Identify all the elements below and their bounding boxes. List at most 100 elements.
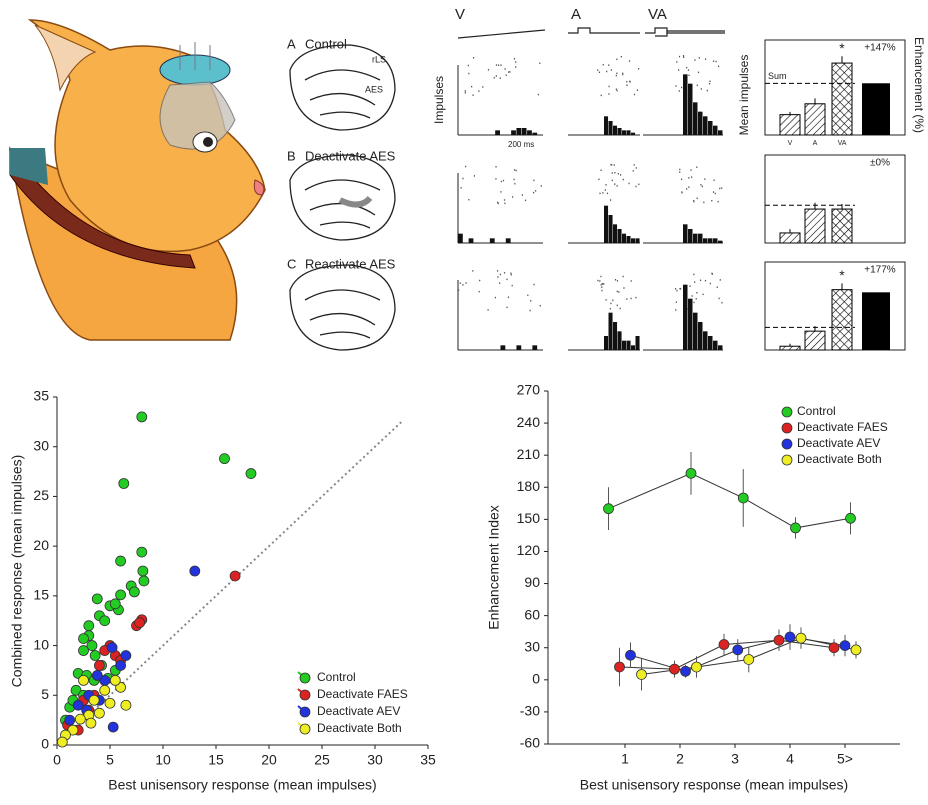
data-point bbox=[773, 634, 785, 646]
histogram-bar bbox=[608, 312, 613, 350]
raster-spike bbox=[681, 191, 683, 193]
raster-spike bbox=[679, 171, 681, 173]
raster-spike bbox=[609, 307, 611, 310]
x-tick-label: 35 bbox=[420, 752, 436, 768]
stimulus-traces bbox=[457, 27, 725, 39]
raster-spike bbox=[500, 191, 502, 193]
raster-spike bbox=[615, 74, 617, 77]
raster-spike bbox=[494, 296, 496, 299]
data-point bbox=[784, 631, 796, 643]
x-tick-label: 30 bbox=[367, 752, 383, 768]
raster-spike bbox=[718, 65, 720, 68]
raster-spike bbox=[608, 64, 610, 66]
raster-spike bbox=[626, 84, 628, 86]
scatter-point bbox=[67, 724, 79, 736]
legend-label: Deactivate Both bbox=[317, 721, 402, 735]
raster-spike bbox=[521, 194, 524, 196]
raster-spike bbox=[495, 64, 498, 66]
raster-spike bbox=[504, 202, 506, 205]
raster-spike bbox=[601, 289, 603, 292]
raster-spike bbox=[602, 63, 604, 66]
raster-spike bbox=[616, 58, 618, 61]
histogram-bar bbox=[604, 336, 609, 350]
scatter-point bbox=[99, 684, 111, 696]
raster-spike bbox=[616, 185, 618, 187]
raster-spike bbox=[696, 197, 698, 200]
x-axis-label: Best unisensory response (mean impulses) bbox=[108, 777, 376, 793]
x-tick-label: 20 bbox=[261, 752, 277, 768]
raster-spike bbox=[697, 71, 700, 74]
raster-spike bbox=[496, 270, 499, 272]
significance-marker: * bbox=[839, 40, 845, 56]
histogram-bar bbox=[698, 233, 703, 243]
raster-spike bbox=[515, 169, 517, 172]
raster-spike bbox=[693, 301, 695, 304]
raster-spike bbox=[464, 90, 466, 92]
raster-spike bbox=[472, 57, 475, 59]
histogram-bar bbox=[468, 238, 474, 243]
raster-spike bbox=[515, 66, 517, 68]
y-tick-label: -30 bbox=[520, 703, 540, 719]
bar bbox=[779, 114, 801, 136]
raster-spike bbox=[635, 185, 637, 188]
legend-label: Deactivate AEV bbox=[317, 704, 400, 718]
histogram-bar bbox=[708, 336, 713, 350]
raster-spike bbox=[493, 77, 495, 79]
raster-spike bbox=[612, 299, 614, 302]
histogram-bar bbox=[626, 130, 631, 135]
raster-spike bbox=[615, 88, 617, 91]
raster-spike bbox=[633, 93, 636, 96]
raster-spike bbox=[508, 71, 510, 73]
bar bbox=[779, 232, 801, 244]
x-tick-label: 3 bbox=[731, 751, 739, 767]
histogram-bar bbox=[713, 238, 718, 243]
raster-spike bbox=[599, 192, 601, 195]
scatter-point bbox=[115, 589, 126, 601]
raster-spike bbox=[622, 73, 624, 76]
histogram-bar bbox=[635, 336, 640, 350]
raster-spike bbox=[682, 55, 685, 57]
raster-spike bbox=[504, 68, 506, 70]
x-tick-label: 2 bbox=[676, 751, 684, 767]
scatter-point bbox=[85, 717, 97, 729]
raster-spike bbox=[533, 191, 535, 194]
scatter-point bbox=[136, 546, 148, 558]
raster-spike bbox=[598, 178, 600, 181]
raster-spike bbox=[535, 190, 537, 192]
raster-spike bbox=[464, 92, 466, 94]
raster-spike bbox=[704, 279, 707, 282]
data-point bbox=[845, 512, 856, 524]
histogram-bar bbox=[631, 132, 636, 135]
raster-spike bbox=[709, 80, 711, 83]
x-axis-label: Best unisensory response (mean impulses) bbox=[580, 777, 848, 793]
histogram-bar bbox=[613, 125, 618, 135]
scatter-point bbox=[88, 694, 100, 706]
raster-spike bbox=[678, 55, 681, 58]
scatter-point bbox=[137, 565, 149, 577]
raster-spike bbox=[497, 202, 499, 205]
histogram-bar bbox=[693, 312, 698, 350]
raster-spike bbox=[613, 164, 615, 166]
y-tick-label: 30 bbox=[524, 638, 540, 654]
legend-label: Deactivate FAES bbox=[797, 420, 888, 434]
histogram-bar bbox=[495, 130, 500, 135]
raster-spike bbox=[700, 88, 702, 90]
scatter-point bbox=[138, 575, 150, 587]
data-point bbox=[614, 661, 625, 673]
raster-spike bbox=[599, 280, 601, 282]
raster-spike bbox=[688, 186, 690, 188]
scatter-point bbox=[78, 645, 89, 656]
histogram-bar bbox=[708, 121, 713, 135]
panel-label: Control bbox=[305, 36, 347, 51]
raster-spike bbox=[622, 178, 624, 181]
raster-spike bbox=[691, 295, 693, 297]
raster-spike bbox=[719, 187, 721, 190]
y-tick-label: 150 bbox=[517, 510, 541, 526]
raster-spike bbox=[618, 291, 620, 293]
raster-spike bbox=[704, 58, 707, 60]
raster-spike bbox=[638, 67, 640, 70]
data-point bbox=[795, 632, 807, 644]
raster-spike bbox=[606, 192, 609, 195]
panel-letter: A bbox=[287, 36, 296, 51]
